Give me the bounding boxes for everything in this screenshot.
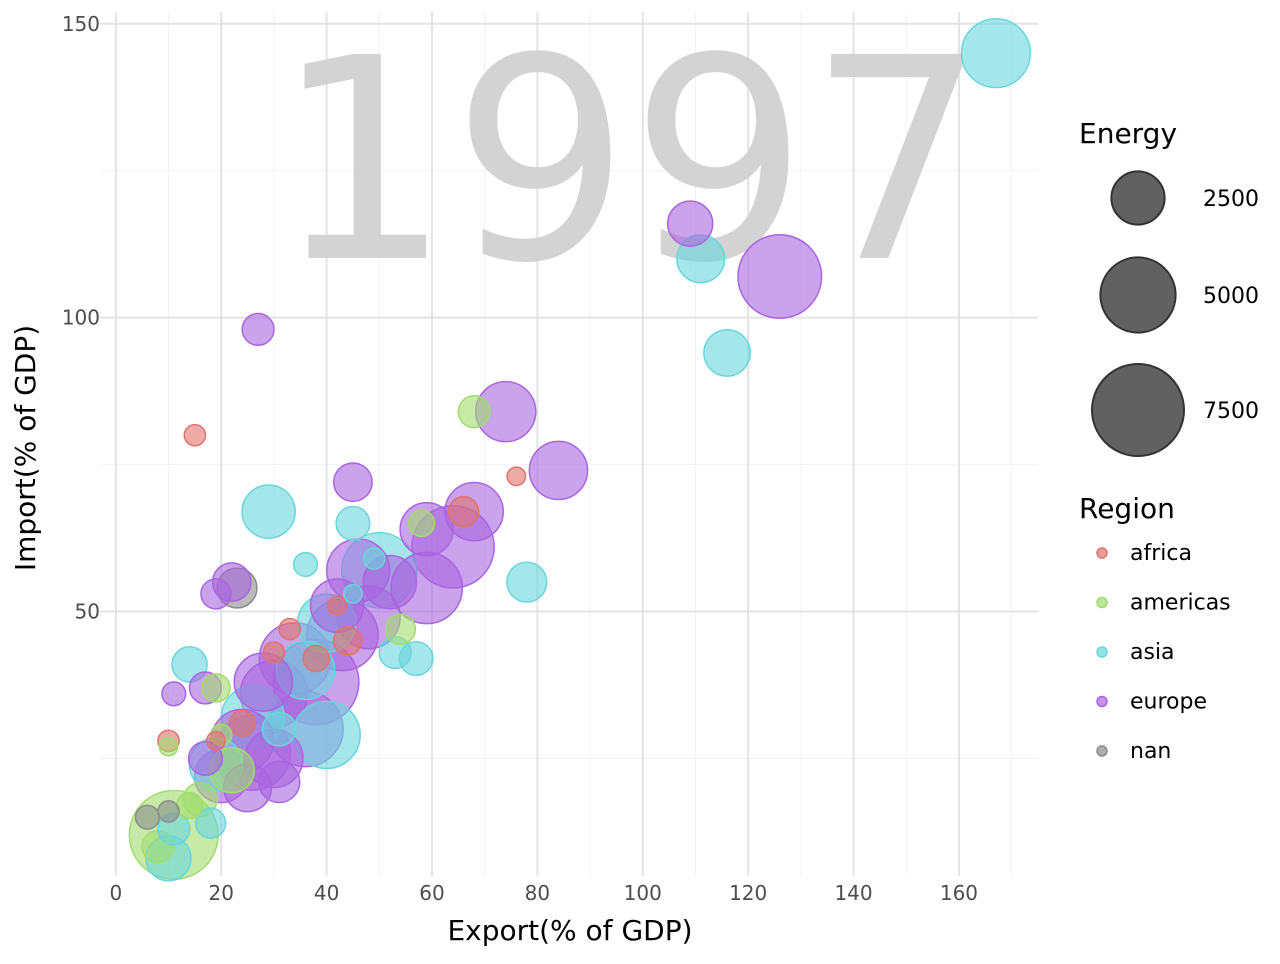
data-point-africa — [332, 626, 363, 656]
x-tick-label: 80 — [525, 881, 550, 905]
color-legend-swatch — [1096, 596, 1108, 609]
size-legend-title: Energy — [1079, 117, 1177, 150]
size-legend-swatch — [1099, 256, 1177, 334]
y-tick-label: 100 — [62, 306, 100, 330]
color-legend-swatch — [1096, 547, 1108, 559]
x-tick-label: 60 — [419, 881, 444, 905]
data-point-africa — [302, 644, 330, 673]
data-point-americas — [407, 509, 436, 538]
size-legend-label: 2500 — [1203, 187, 1259, 212]
color-legend-swatch — [1096, 695, 1108, 708]
x-axis-title: Export(% of GDP) — [447, 914, 692, 947]
data-point-europe — [161, 681, 187, 707]
color-legend-label: asia — [1130, 640, 1175, 665]
y-tick-labels: 50 100 150 — [62, 12, 100, 624]
data-point-asia — [362, 547, 386, 570]
year-annotation: 1997 — [274, 0, 987, 325]
color-legend-title: Region — [1079, 492, 1175, 525]
data-point-americas — [384, 613, 417, 645]
data-point-africa — [262, 641, 286, 665]
data-point-europe — [233, 652, 294, 712]
x-tick-label: 140 — [834, 881, 872, 905]
size-legend: Energy 2500 5000 7500 — [1079, 117, 1259, 457]
color-legend-label: africa — [1130, 541, 1192, 566]
y-axis-title: Import(% of GDP) — [9, 325, 42, 571]
color-legend-label: americas — [1130, 591, 1231, 616]
data-points — [128, 17, 1031, 882]
x-tick-label: 20 — [208, 881, 233, 905]
data-point-asia — [342, 583, 363, 604]
data-point-europe — [666, 200, 714, 247]
data-point-asia — [960, 17, 1031, 89]
color-legend-swatch — [1096, 745, 1108, 757]
data-point-europe — [528, 440, 589, 501]
size-legend-swatch — [1110, 170, 1166, 226]
x-tick-label: 40 — [314, 881, 339, 905]
data-point-europe — [200, 578, 232, 610]
data-point-asia — [703, 328, 752, 377]
data-point-africa — [183, 423, 207, 447]
x-tick-label: 100 — [624, 881, 662, 905]
y-tick-label: 50 — [75, 600, 100, 624]
data-point-nan — [134, 804, 161, 830]
data-point-asia — [335, 505, 371, 541]
data-point-africa — [278, 617, 302, 641]
data-point-asia — [261, 711, 297, 747]
data-point-europe — [332, 462, 373, 503]
data-point-asia — [506, 561, 548, 603]
y-tick-label: 150 — [62, 12, 100, 36]
size-legend-label: 5000 — [1203, 284, 1259, 309]
color-legend-swatch — [1096, 646, 1108, 658]
color-legend: Region africa americas asia europe nan — [1079, 492, 1231, 764]
color-legend-label: nan — [1130, 739, 1171, 764]
data-point-nan — [157, 799, 180, 823]
data-point-africa — [447, 495, 480, 528]
data-point-europe — [257, 760, 301, 804]
x-tick-label: 120 — [729, 881, 767, 905]
data-point-americas — [175, 791, 204, 820]
data-point-europe — [737, 233, 823, 320]
grid-minor — [100, 12, 1038, 876]
data-point-americas — [201, 673, 231, 703]
data-point-africa — [228, 709, 257, 737]
data-point-americas — [158, 736, 179, 757]
x-tick-label: 160 — [940, 881, 978, 905]
size-legend-label: 7500 — [1203, 399, 1259, 424]
data-point-africa — [506, 466, 527, 487]
data-point-asia — [194, 807, 227, 839]
size-legend-swatch — [1091, 363, 1185, 457]
data-point-africa — [205, 730, 226, 751]
color-legend-label: europe — [1130, 690, 1207, 715]
data-point-africa — [327, 595, 348, 616]
data-point-europe — [241, 312, 275, 347]
data-point-americas — [457, 395, 491, 429]
data-point-asia — [292, 551, 319, 578]
data-point-asia — [241, 484, 296, 539]
x-tick-labels: 0 20 40 60 80 100 120 140 160 — [109, 881, 978, 905]
x-tick-label: 0 — [109, 881, 122, 905]
